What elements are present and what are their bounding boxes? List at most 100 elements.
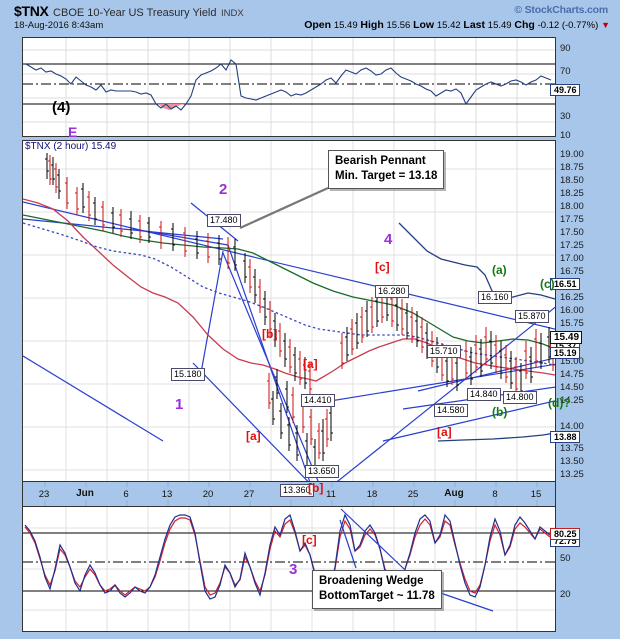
ytick-17-25: 17.25 [560, 240, 584, 251]
down-triangle-icon: ▼ [601, 20, 610, 30]
price-callout-15-870: 15.870 [515, 310, 549, 323]
annotation-broadening-wedge: Broadening Wedge BottomTarget ~ 11.78 [312, 570, 442, 609]
overview-ytick-10: 10 [560, 130, 571, 141]
indicator-slow-line [24, 517, 551, 596]
ytick-18-00: 18.00 [560, 201, 584, 212]
x-axis-band-bottom [22, 632, 556, 639]
wave-label-1: 1 [175, 396, 184, 413]
price-callout-15-710: 15.710 [427, 345, 461, 358]
xtick-2: 6 [123, 489, 129, 500]
annotation-bearish-pennant: Bearish Pennant Min. Target = 13.18 [328, 150, 445, 189]
wave-label-a-right: [a] [437, 425, 452, 439]
overview-price-line [25, 59, 552, 111]
price-callout-15-180: 15.180 [171, 368, 205, 381]
ytick-16-00: 16.00 [560, 305, 584, 316]
indicator-pane [22, 506, 556, 632]
indicator-ytick-50: 50 [560, 553, 571, 564]
quote-summary: Open 15.49 High 15.56 Low 15.42 Last 15.… [304, 19, 610, 31]
ytick-14-50: 14.50 [560, 382, 584, 393]
price-flag-last: 15.49 [550, 331, 583, 344]
ytick-15-75: 15.75 [560, 318, 584, 329]
ytick-16-75: 16.75 [560, 266, 584, 277]
wave-label-4-paren: (4) [52, 99, 71, 116]
ytick-17-00: 17.00 [560, 253, 584, 264]
ytick-15-00: 15.00 [560, 356, 584, 367]
wave-label-a-green: (a) [492, 263, 507, 277]
xtick-3: 13 [161, 489, 173, 500]
wave-label-c-green: (c) [540, 277, 555, 291]
chart-header: $TNX CBOE 10-Year US Treasury Yield INDX… [0, 0, 620, 36]
main-lower-support [437, 432, 555, 442]
ytick-14-00: 14.00 [560, 421, 584, 432]
indicator-fast-line [24, 513, 551, 600]
main-plot [23, 141, 555, 481]
low-label: Low [413, 19, 435, 31]
price-flag-bottom: 13.88 [550, 431, 580, 443]
price-callout-16-280: 16.280 [375, 285, 409, 298]
xtick-9: 25 [407, 489, 419, 500]
price-callout-17-480: 17.480 [207, 214, 241, 227]
pennant-note-line2: Min. Target = 13.18 [335, 170, 438, 182]
xtick-11: 8 [492, 489, 498, 500]
price-callout-14-840: 14.840 [467, 388, 501, 401]
wedge-note-line2: BottomTarget ~ 11.78 [319, 590, 435, 602]
price-callout-13-650: 13.650 [305, 465, 339, 478]
xtick-5: 27 [243, 489, 255, 500]
ytick-17-75: 17.75 [560, 214, 584, 225]
chg-value: -0.12 (-0.77%) [537, 20, 599, 31]
ytick-14-25: 14.25 [560, 395, 584, 406]
xtick-10: Aug [444, 488, 464, 499]
high-value: 15.56 [386, 20, 411, 31]
open-value: 15.49 [333, 20, 358, 31]
wave-label-4: 4 [384, 231, 393, 248]
overview-plot [23, 38, 555, 136]
open-label: Open [304, 19, 332, 31]
overview-value-flag: 49.76 [550, 84, 580, 96]
last-label: Last [463, 19, 486, 31]
low-value: 15.42 [436, 20, 461, 31]
ytick-13-75: 13.75 [560, 443, 584, 454]
main-wave-path-navy [398, 222, 555, 300]
overview-ytick-70: 70 [560, 66, 571, 77]
ytick-13-50: 13.50 [560, 456, 584, 467]
xtick-7: 11 [326, 489, 336, 500]
wave-label-3: 3 [289, 561, 298, 578]
indicator-flag-red: 80.25 [550, 528, 580, 540]
xtick-12: 15 [530, 489, 542, 500]
price-callout-14-580: 14.580 [434, 404, 468, 417]
symbol-ticker: $TNX [14, 3, 49, 19]
stockcharts-brand: © StockCharts.com [514, 4, 608, 16]
overview-ytick-30: 30 [560, 111, 571, 122]
wave-label-a-left: [a] [246, 429, 261, 443]
wave-label-a-mid: [a] [303, 357, 318, 371]
pennant-note-line1: Bearish Pennant [335, 155, 426, 167]
wave-label-E: E [68, 124, 78, 140]
wave-label-2: 2 [219, 181, 228, 198]
overview-gridlines [23, 38, 555, 136]
last-value: 15.49 [487, 20, 512, 31]
price-flag-lower: 15.19 [550, 347, 580, 359]
wedge-note-line1: Broadening Wedge [319, 575, 424, 587]
symbol-exchange: INDX [220, 8, 244, 19]
xtick-4: 20 [202, 489, 214, 500]
symbol-description: CBOE 10-Year US Treasury Yield [53, 7, 217, 19]
ytick-19-00: 19.00 [560, 149, 584, 160]
ytick-14-75: 14.75 [560, 369, 584, 380]
overview-ytick-90: 90 [560, 43, 571, 54]
chg-label: Chg [514, 19, 535, 31]
wave-label-b-mid: [b] [262, 327, 278, 341]
main-pane-legend: $TNX (2 hour) 15.49 [25, 141, 117, 152]
price-callout-13-360: 13.360 [280, 484, 314, 497]
wave-label-c-upper: [c] [375, 260, 390, 274]
chart-datetime: 18-Aug-2016 8:43am [14, 20, 104, 31]
main-price-pane [22, 140, 556, 482]
ytick-13-25: 13.25 [560, 469, 584, 480]
price-callout-16-160: 16.160 [478, 291, 512, 304]
ytick-16-25: 16.25 [560, 292, 584, 303]
xtick-8: 18 [366, 489, 378, 500]
wave-label-c-lower: [c] [302, 533, 317, 547]
overview-pane [22, 37, 556, 137]
ma-green-line [23, 214, 555, 350]
ytick-18-75: 18.75 [560, 162, 584, 173]
